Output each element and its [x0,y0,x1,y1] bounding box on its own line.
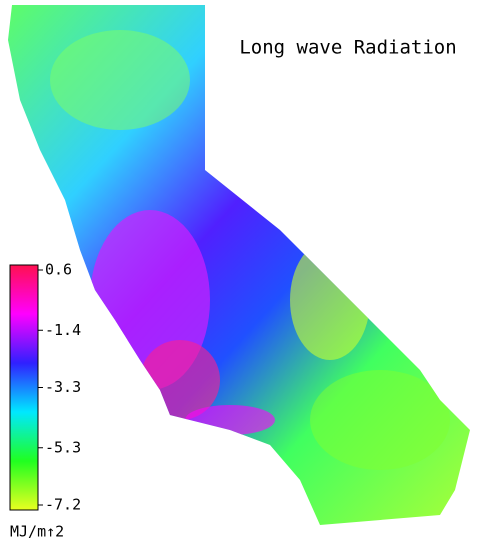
colorbar-tick-label: 0.6 [45,261,72,279]
colorbar-tick-label: -3.3 [45,378,81,396]
colorbar-tick-label: -7.2 [45,496,81,514]
map-title: Long wave Radiation [239,37,456,59]
colorbar [9,264,39,511]
colorbar-tick-label: -1.4 [45,321,81,339]
colorbar-unit: MJ/m↑2 [10,523,64,541]
colorbar-tick-label: -5.3 [45,438,81,456]
